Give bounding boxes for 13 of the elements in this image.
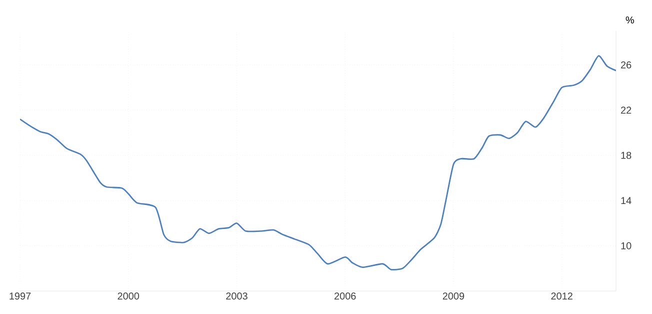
y-axis-title: % <box>626 16 634 24</box>
y-tick-label: 14 <box>621 197 632 204</box>
y-tick-label: 10 <box>621 242 632 250</box>
y-tick-label: 22 <box>621 106 632 114</box>
x-tick-label: 1997 <box>10 292 31 300</box>
x-tick-label: 2003 <box>226 292 248 300</box>
x-tick-label: 2000 <box>118 292 140 300</box>
x-tick-label: 2006 <box>334 292 356 300</box>
x-tick-label: 2012 <box>551 292 572 300</box>
line-series <box>20 55 616 270</box>
x-tick-label: 2009 <box>442 292 464 300</box>
y-tick-label: 26 <box>621 61 632 68</box>
y-tick-label: 18 <box>621 152 632 159</box>
